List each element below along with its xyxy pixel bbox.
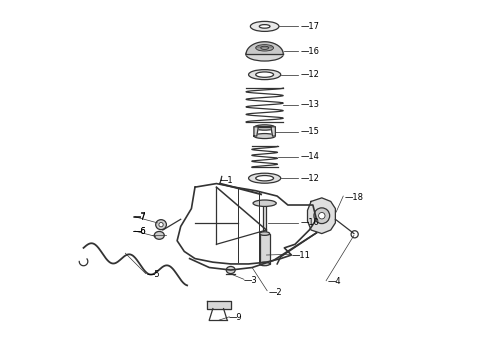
Polygon shape bbox=[308, 198, 335, 234]
Polygon shape bbox=[207, 301, 231, 309]
Text: —9: —9 bbox=[229, 313, 243, 322]
Text: —12: —12 bbox=[300, 174, 319, 183]
Ellipse shape bbox=[254, 134, 275, 139]
Ellipse shape bbox=[248, 173, 281, 183]
Text: —17: —17 bbox=[300, 22, 319, 31]
FancyBboxPatch shape bbox=[260, 234, 270, 264]
Ellipse shape bbox=[246, 48, 283, 61]
Text: —11: —11 bbox=[292, 251, 310, 260]
Ellipse shape bbox=[250, 21, 279, 31]
Text: —16: —16 bbox=[300, 47, 319, 56]
Text: —4: —4 bbox=[327, 277, 341, 286]
Text: —5: —5 bbox=[147, 270, 160, 279]
Text: —12: —12 bbox=[300, 70, 319, 79]
Text: —1: —1 bbox=[220, 176, 234, 185]
Ellipse shape bbox=[253, 200, 276, 206]
Ellipse shape bbox=[254, 125, 275, 130]
Polygon shape bbox=[254, 127, 275, 136]
Text: —10: —10 bbox=[300, 219, 319, 228]
Ellipse shape bbox=[154, 231, 164, 239]
Ellipse shape bbox=[156, 220, 167, 230]
Text: —18: —18 bbox=[345, 193, 364, 202]
Circle shape bbox=[318, 212, 325, 219]
Text: —2: —2 bbox=[268, 288, 282, 297]
Ellipse shape bbox=[260, 262, 270, 266]
Ellipse shape bbox=[226, 266, 235, 274]
Text: —14: —14 bbox=[300, 152, 319, 161]
Text: —6: —6 bbox=[132, 226, 146, 235]
Text: —7: —7 bbox=[132, 213, 146, 222]
Ellipse shape bbox=[159, 222, 163, 227]
Text: —15: —15 bbox=[300, 127, 319, 136]
Ellipse shape bbox=[256, 176, 273, 181]
Circle shape bbox=[314, 208, 330, 224]
Ellipse shape bbox=[259, 24, 270, 28]
Text: —6: —6 bbox=[132, 227, 146, 236]
Text: —13: —13 bbox=[300, 100, 319, 109]
FancyBboxPatch shape bbox=[263, 205, 267, 235]
Ellipse shape bbox=[260, 232, 270, 235]
Ellipse shape bbox=[256, 72, 273, 77]
Text: —7: —7 bbox=[132, 212, 146, 221]
Text: —3: —3 bbox=[243, 275, 257, 284]
Ellipse shape bbox=[248, 69, 281, 80]
